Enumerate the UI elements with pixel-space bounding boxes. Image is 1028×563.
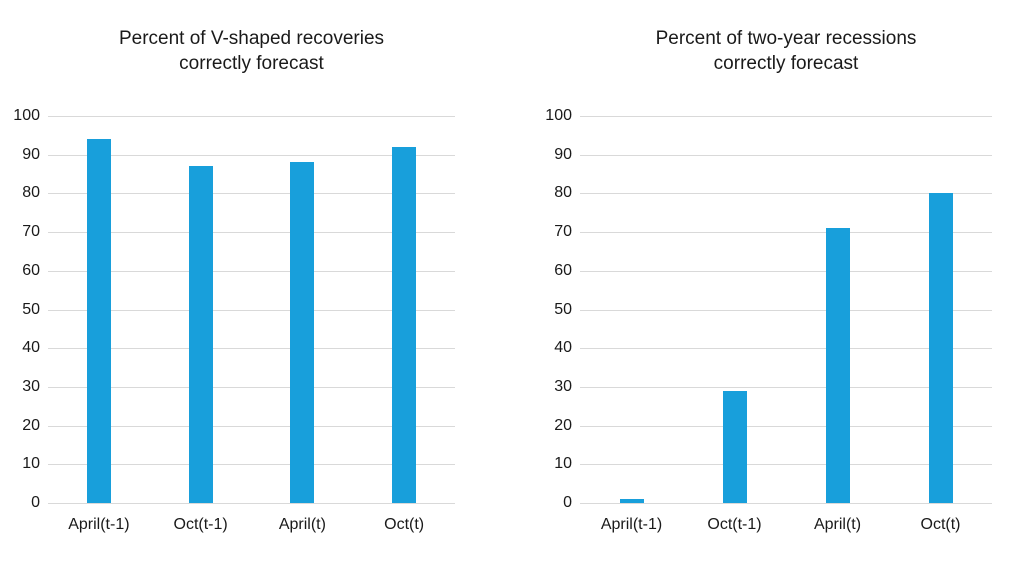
y-axis-tick-label: 90 (22, 145, 40, 163)
bar-Oct(t-1) (188, 166, 213, 503)
charts-container: Percent of V-shaped recoveries correctly… (0, 0, 1028, 534)
gridline (48, 309, 455, 311)
y-axis-tick-label: 60 (554, 261, 572, 279)
gridline (580, 232, 992, 234)
x-axis: April(t-1) Oct(t-1) April(t) Oct(t) (48, 515, 455, 534)
gridline (48, 232, 455, 234)
plot-area (580, 116, 992, 504)
gridline (580, 154, 992, 156)
bar-Oct(t-1) (722, 390, 747, 503)
bar-Oct(t) (928, 193, 953, 503)
plot-area (48, 116, 455, 504)
y-axis: 0 10 20 30 40 50 60 70 80 90 100 (536, 107, 580, 511)
chart-title-line-1: Percent of two-year recessions (655, 28, 917, 49)
chart-title-line-2: correctly forecast (179, 53, 324, 74)
chart-title: Percent of two-year recessions correctly… (580, 26, 992, 76)
y-axis: 0 10 20 30 40 50 60 70 80 90 100 (4, 107, 48, 511)
chart-panel-v-shaped-recoveries: Percent of V-shaped recoveries correctly… (0, 0, 514, 534)
x-axis-category-label: Oct(t-1) (173, 516, 228, 533)
gridline (580, 464, 992, 466)
y-axis-tick-label: 10 (22, 455, 40, 473)
y-axis-tick-label: 100 (545, 107, 572, 124)
gridline (580, 425, 992, 427)
y-axis-tick-label: 70 (22, 223, 40, 241)
gridline (580, 116, 992, 117)
x-axis-category-label: Oct(t) (920, 516, 961, 533)
y-axis-tick-label: 80 (554, 184, 572, 202)
chart-body: 0 10 20 30 40 50 60 70 80 90 100 (4, 107, 514, 511)
x-axis-category-label: April(t) (278, 516, 326, 533)
y-axis-tick-label: 20 (22, 416, 40, 434)
y-axis-tick-label: 50 (22, 300, 40, 318)
y-axis-tick-label: 30 (22, 377, 40, 395)
y-axis-tick-label: 20 (554, 416, 572, 434)
y-axis-tick-label: 100 (13, 107, 40, 124)
y-axis-tick-label: 80 (22, 184, 40, 202)
y-axis-tick-label: 0 (31, 494, 40, 511)
x-axis-category-label: Oct(t-1) (707, 516, 762, 533)
y-axis-tick-label: 90 (554, 145, 572, 163)
y-axis-tick-label: 0 (563, 494, 572, 511)
gridline (48, 270, 455, 272)
gridline (580, 193, 992, 195)
gridline (48, 116, 455, 117)
gridline (580, 503, 992, 504)
bar-Oct(t) (392, 146, 417, 503)
x-axis-category-label: April(t-1) (600, 516, 663, 533)
chart-title-line-2: correctly forecast (713, 53, 859, 74)
bar-April(t-1) (86, 139, 111, 503)
y-axis-tick-label: 40 (22, 339, 40, 357)
chart-panel-two-year-recessions: Percent of two-year recessions correctly… (514, 0, 1028, 534)
x-axis: April(t-1) Oct(t-1) April(t) Oct(t) (580, 515, 992, 534)
gridline (48, 464, 455, 466)
gridline (48, 425, 455, 427)
gridline (48, 193, 455, 195)
gridline (580, 309, 992, 311)
chart-title: Percent of V-shaped recoveries correctly… (48, 26, 455, 76)
gridline (48, 386, 455, 388)
bar-April(t) (825, 228, 850, 503)
gridline (48, 348, 455, 350)
y-axis-tick-label: 30 (554, 377, 572, 395)
gridline (580, 348, 992, 350)
bar-April(t) (290, 162, 315, 503)
gridline (48, 154, 455, 156)
x-axis-category-label: April(t-1) (68, 516, 130, 533)
chart-title-line-1: Percent of V-shaped recoveries (118, 28, 385, 49)
y-axis-tick-label: 40 (554, 339, 572, 357)
chart-body: 0 10 20 30 40 50 60 70 80 90 100 (536, 107, 1028, 511)
y-axis-tick-label: 10 (554, 455, 572, 473)
y-axis-tick-label: 70 (554, 223, 572, 241)
x-axis-category-label: April(t) (813, 516, 862, 533)
gridline (580, 270, 992, 272)
y-axis-tick-label: 60 (22, 261, 40, 279)
x-axis-category-label: Oct(t) (384, 516, 425, 533)
y-axis-tick-label: 50 (554, 300, 572, 318)
gridline (48, 503, 455, 504)
bar-April(t-1) (619, 499, 644, 503)
gridline (580, 386, 992, 388)
